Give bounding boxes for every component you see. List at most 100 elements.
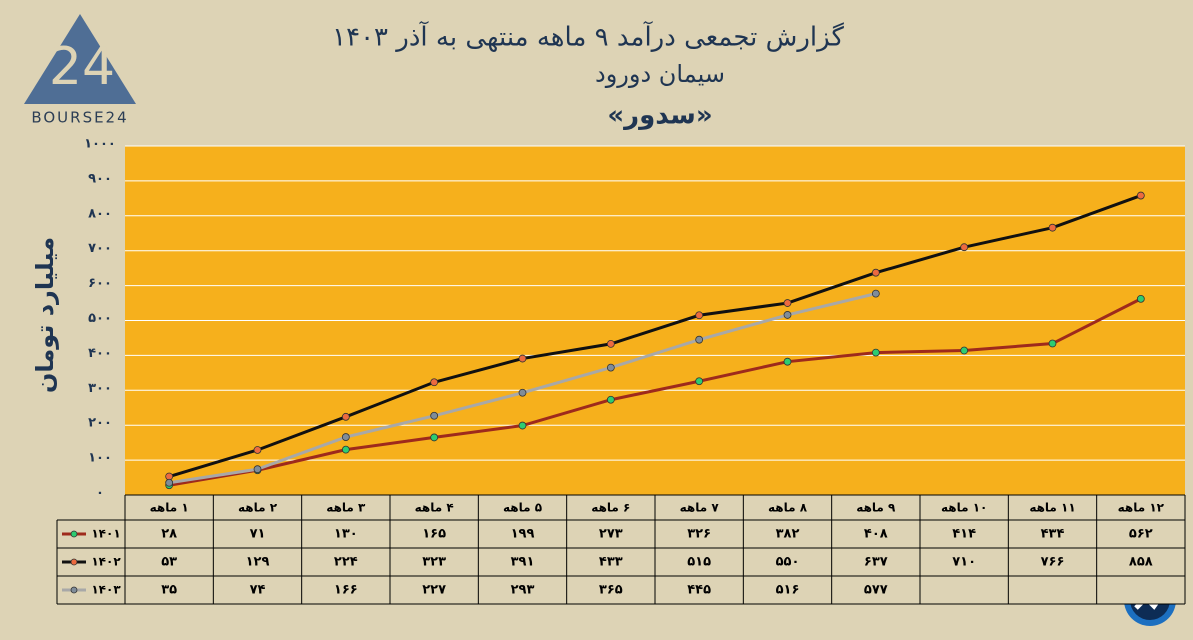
legend-marker [70, 586, 78, 594]
point-marker [871, 268, 880, 277]
table-value: ۷۶۶ [1041, 555, 1065, 570]
point-marker [871, 348, 880, 357]
point-marker [606, 395, 615, 404]
point-marker [253, 446, 262, 454]
legend-label: ۱۴۰۳ [91, 583, 121, 597]
point-marker [518, 421, 527, 430]
point-marker [430, 411, 439, 420]
symbol: «سدور» [607, 101, 712, 131]
table-bg [57, 520, 1185, 604]
point-marker [253, 465, 262, 474]
point-marker [606, 339, 615, 348]
y-tick-label: ۴۰۰ [88, 346, 112, 361]
point-marker [430, 433, 439, 442]
point-marker [518, 388, 527, 397]
logo-text: BOURSE24 [31, 109, 128, 127]
table-value: ۵۵۰ [776, 555, 800, 570]
table-value: ۱۶۶ [334, 583, 358, 598]
x-tick-label: ۲ ماهه [238, 501, 278, 515]
y-tick-label: ۶۰۰ [88, 276, 112, 291]
point-marker [695, 335, 704, 344]
table-value: ۷۱ [250, 527, 266, 542]
table-value: ۱۳۰ [334, 527, 358, 542]
table-value: ۴۰۸ [864, 527, 888, 542]
point-marker [695, 311, 704, 320]
table-value: ۸۵۸ [1129, 555, 1153, 570]
table-value: ۲۹۳ [511, 583, 535, 598]
table-value: ۵۶۲ [1129, 527, 1153, 542]
table-value: ۵۱۶ [776, 583, 800, 598]
y-tick-label: ۲۰۰ [88, 416, 112, 431]
series-line [168, 194, 1142, 478]
table-value: ۴۳۳ [599, 555, 623, 570]
legend-label: ۱۴۰۲ [91, 555, 121, 569]
chart-title: گزارش تجمعی درآمد ۹ ماهه منتهی به آذر ۱۴… [332, 21, 844, 53]
y-tick-label: ۰ [96, 486, 104, 501]
point-marker [1136, 294, 1145, 303]
point-marker [341, 445, 350, 454]
table-value: ۱۲۹ [246, 555, 270, 570]
point-marker [783, 299, 792, 307]
point-marker [871, 289, 880, 298]
table-value: ۵۳ [161, 555, 177, 570]
logo-triangle [24, 14, 136, 104]
x-tick-label: ۶ ماهه [591, 501, 630, 515]
point-marker [1136, 191, 1145, 200]
point-marker [960, 243, 969, 252]
table-value: ۴۱۴ [952, 527, 976, 542]
logo-mark: 24 [49, 37, 115, 97]
point-marker [606, 363, 615, 372]
point-marker [960, 346, 969, 355]
table-value: ۶۳۷ [864, 555, 888, 570]
x-tick-label: ۱۰ ماهه [941, 501, 987, 515]
y-tick-label: ۱۰۰۰ [84, 137, 116, 152]
point-marker [165, 478, 174, 487]
table-value: ۲۸ [161, 527, 177, 542]
x-tick-label: ۹ ماهه [856, 501, 896, 515]
legend-label: ۱۴۰۱ [91, 527, 120, 541]
point-marker [518, 354, 527, 363]
y-axis-label: میلیارد تومان [31, 237, 59, 393]
point-marker [1048, 223, 1057, 232]
y-tick-label: ۵۰۰ [88, 311, 112, 326]
x-tick-label: ۳ ماهه [326, 501, 366, 515]
table-value: ۷۴ [250, 583, 266, 598]
table-value: ۳۹۱ [511, 555, 535, 570]
table-value: ۳۲۳ [422, 555, 446, 570]
table-value: ۳۶۵ [599, 583, 623, 598]
table-value: ۷۱۰ [952, 555, 976, 570]
legend-marker [70, 530, 78, 538]
x-tick-label: ۱۲ ماهه [1118, 501, 1165, 515]
table-value: ۲۲۴ [334, 555, 358, 570]
x-tick-label: ۸ ماهه [768, 501, 808, 515]
chart-subtitle: سیمان دورود [595, 60, 725, 88]
x-tick-label: ۴ ماهه [415, 501, 454, 515]
table-value: ۳۲۶ [687, 527, 711, 542]
y-tick-label: ۳۰۰ [88, 381, 112, 396]
table-value: ۳۵ [161, 583, 177, 598]
series-line [168, 297, 1142, 487]
table-value: ۴۳۴ [1041, 527, 1065, 542]
x-tick-label: ۵ ماهه [503, 501, 542, 515]
y-tick-label: ۱۰۰ [88, 451, 112, 466]
table-value: ۴۴۵ [687, 583, 711, 598]
y-tick-label: ۹۰۰ [88, 171, 112, 186]
table-value: ۱۹۹ [511, 527, 535, 542]
point-marker [430, 378, 439, 387]
point-marker [1048, 339, 1057, 348]
point-marker [783, 311, 792, 319]
x-tick-label: ۷ ماهه [680, 501, 720, 515]
x-tick-label: ۱۱ ماهه [1029, 501, 1075, 515]
point-marker [783, 357, 792, 366]
table-value: ۵۷۷ [864, 583, 888, 598]
y-tick-label: ۷۰۰ [88, 241, 112, 256]
legend-marker [70, 558, 78, 566]
table-value: ۵۱۵ [687, 555, 711, 570]
point-marker [341, 433, 350, 441]
point-marker [341, 412, 350, 421]
table-value: ۲۷۳ [599, 527, 623, 542]
point-marker [695, 377, 704, 386]
y-tick-label: ۸۰۰ [88, 206, 112, 221]
x-tick-label: ۱ ماهه [150, 501, 189, 515]
